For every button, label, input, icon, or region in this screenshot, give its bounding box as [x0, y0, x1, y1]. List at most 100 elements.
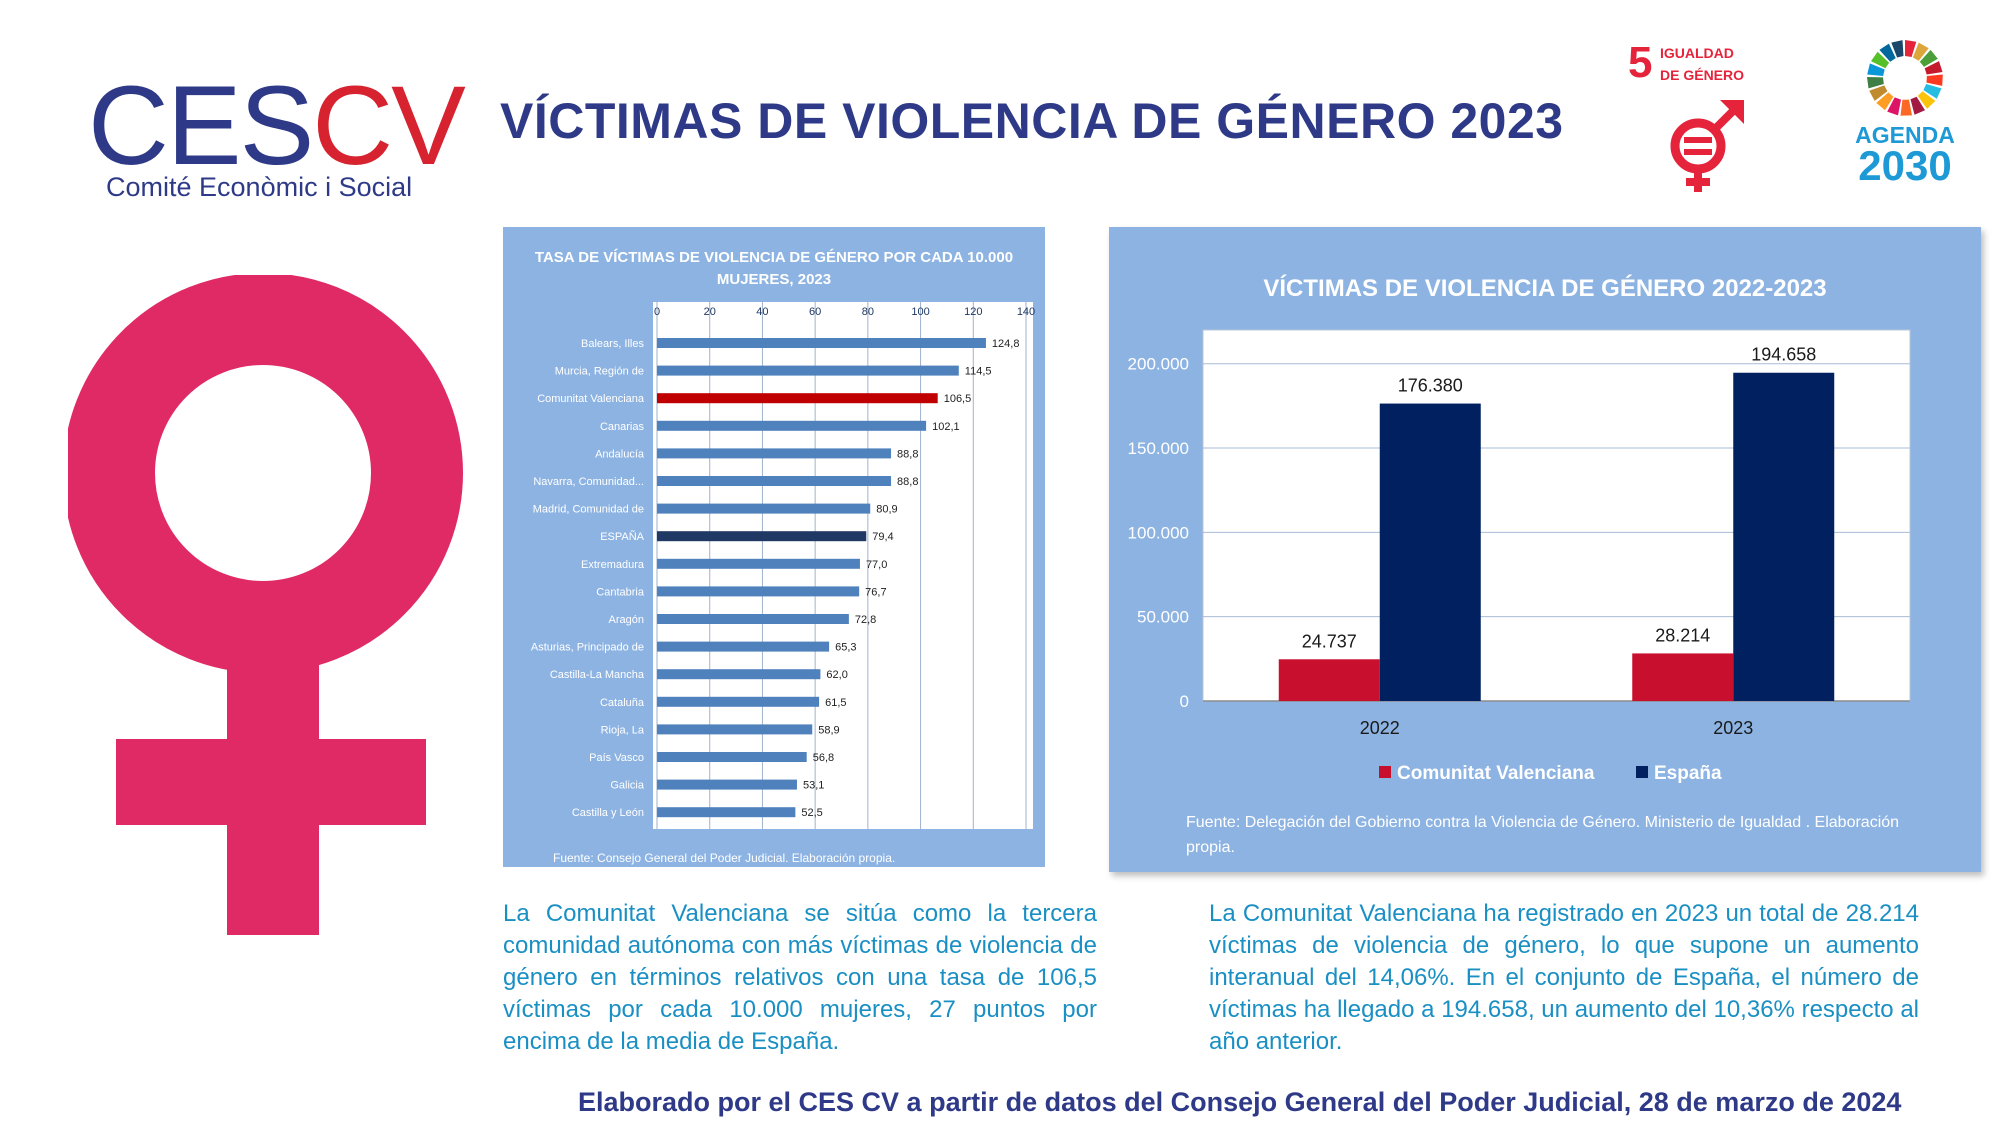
bar [657, 338, 986, 348]
wheel-segment [1876, 92, 1894, 111]
bar [657, 669, 821, 680]
x-tick-label: 140 [1017, 306, 1035, 318]
sdg-label-line2: DE GÉNERO [1660, 67, 1745, 83]
x-tick-label: 100 [911, 306, 929, 318]
logo-text-cv: CV [312, 63, 466, 188]
x-tick-label: 2023 [1713, 718, 1753, 738]
ces-cv-logo: CESCV Comité Econòmic i Social [88, 70, 466, 203]
category-label: Castilla-La Mancha [550, 669, 645, 681]
data-label: 88,8 [897, 476, 918, 488]
bar [657, 558, 860, 569]
bar [657, 476, 892, 486]
category-label: Madrid, Comunidad de [533, 504, 644, 516]
x-tick-label: 40 [756, 306, 768, 318]
bar [657, 420, 927, 431]
category-label: Asturias, Principado de [531, 642, 644, 654]
wheel-segment [1905, 40, 1917, 57]
data-label: 124,8 [992, 338, 1020, 350]
wheel-segment [1869, 85, 1888, 101]
category-label: Rioja, La [601, 724, 645, 736]
logo-subtitle: Comité Econòmic i Social [106, 172, 413, 202]
x-tick-label: 60 [809, 306, 821, 318]
category-label: Cataluña [600, 697, 645, 709]
bar [657, 614, 849, 624]
agenda-2030-wheel-icon [1867, 40, 1943, 116]
category-label: Galicia [610, 780, 645, 792]
data-label: 106,5 [944, 393, 972, 405]
category-label: Navarra, Comunidad... [533, 476, 644, 488]
data-label: 72,8 [855, 614, 876, 626]
data-label: 80,9 [876, 504, 897, 516]
data-label: 76,7 [865, 586, 886, 598]
right-paragraph: La Comunitat Valenciana ha registrado en… [1209, 900, 1919, 1055]
wheel-segment [1887, 97, 1901, 116]
footer-note: Elaborado por el CES CV a partir de dato… [578, 1087, 1902, 1117]
category-label: Cantabria [596, 586, 645, 598]
rate-chart-panel: TASA DE VÍCTIMAS DE VIOLENCIA DE GÉNERO … [503, 227, 1045, 867]
category-label: Castilla y León [572, 807, 644, 819]
wheel-segment [1867, 77, 1884, 89]
sdg-label-line1: IGUALDAD [1660, 45, 1734, 61]
bar-cv [1632, 653, 1734, 701]
wheel-segment [1923, 84, 1942, 99]
x-tick-label: 20 [704, 306, 716, 318]
data-label: 56,8 [813, 752, 834, 764]
y-tick-label: 150.000 [1128, 439, 1189, 458]
data-label: 77,0 [866, 559, 887, 571]
category-label: Andalucía [595, 448, 645, 460]
logo-text-ces: CES [88, 63, 314, 188]
data-label: 52,5 [801, 807, 822, 819]
data-label: 62,0 [826, 669, 847, 681]
legend-label-es: España [1654, 763, 1722, 784]
victims-chart-source: Fuente: Delegación del Gobierno contra l… [1186, 814, 1900, 856]
data-label: 79,4 [872, 531, 893, 543]
category-label: Canarias [600, 421, 645, 433]
rate-chart-title: TASA DE VÍCTIMAS DE VIOLENCIA DE GÉNERO … [534, 249, 1014, 288]
wheel-segment [1919, 49, 1938, 67]
wheel-segment [1891, 40, 1904, 58]
bar-cv [1278, 659, 1380, 701]
agenda-line1: AGENDA [1855, 122, 1955, 148]
wheel-segment [1871, 51, 1890, 69]
bar [657, 448, 892, 459]
bar-es [1733, 372, 1835, 701]
y-tick-label: 0 [1180, 692, 1189, 711]
bar [657, 503, 871, 514]
wheel-segment [1912, 42, 1929, 61]
data-label: 28.214 [1655, 625, 1710, 645]
data-label: 61,5 [825, 697, 846, 709]
logo-wordmark: CESCV [88, 70, 466, 182]
data-label: 58,9 [818, 724, 839, 736]
bar [657, 393, 938, 404]
left-paragraph: La Comunitat Valenciana se sitúa como la… [503, 900, 1097, 1055]
category-label: Extremadura [581, 559, 645, 571]
data-label: 88,8 [897, 448, 918, 460]
wheel-segment [1926, 74, 1943, 86]
bar [657, 752, 807, 762]
y-tick-label: 100.000 [1128, 523, 1189, 542]
agenda-2030-logo: AGENDA 2030 [1840, 30, 1970, 190]
rate-chart-source: Fuente: Consejo General del Poder Judici… [553, 851, 896, 865]
data-label: 24.737 [1302, 631, 1357, 651]
bar [657, 807, 796, 818]
victims-chart-title: VÍCTIMAS DE VIOLENCIA DE GÉNERO 2022-202… [1263, 275, 1827, 302]
rate-chart: 0 20 40 60 80 100 120 140 Balears, Illes 124,8 Mur… [531, 302, 1035, 829]
gender-equality-icon [1670, 100, 1744, 192]
sdg-number: 5 [1628, 38, 1653, 87]
data-label: 194.658 [1751, 345, 1816, 365]
wheel-segment [1879, 43, 1896, 62]
category-label: Comunitat Valenciana [537, 393, 645, 405]
category-label: País Vasco [589, 752, 644, 764]
category-label: Balears, Illes [581, 338, 644, 350]
bar [657, 724, 813, 735]
wheel-segment [1917, 91, 1936, 109]
data-label: 176.380 [1398, 376, 1463, 396]
legend-item-cv: Comunitat Valenciana [1379, 763, 1594, 785]
y-tick-label: 200.000 [1128, 355, 1189, 374]
bar [657, 641, 830, 652]
venus-symbol-icon [68, 275, 463, 935]
data-label: 114,5 [965, 366, 992, 378]
wheel-segment [1867, 63, 1885, 76]
victims-chart: 0 50.000 100.000 150.000 200.000 24.737 176.38… [1128, 329, 1911, 738]
category-label: ESPAÑA [600, 530, 644, 543]
